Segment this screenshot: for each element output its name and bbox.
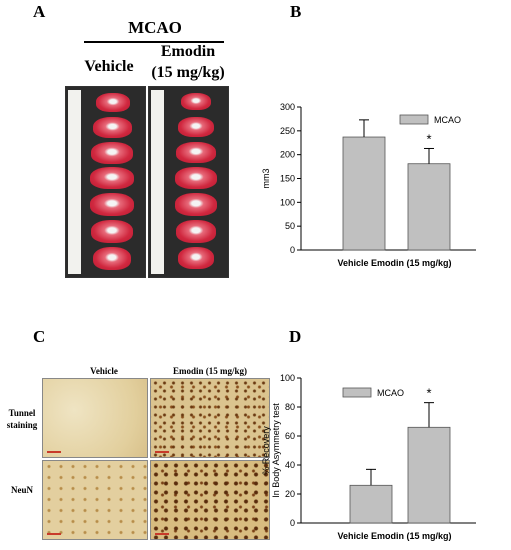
brain-slice: [176, 220, 216, 243]
brain-slice: [91, 142, 133, 164]
y-axis-label: mm3: [261, 169, 271, 189]
bar: [342, 136, 386, 251]
bar: [349, 484, 393, 524]
micro-row-neun-label: NeuN: [11, 485, 33, 495]
micro-col-emodin-label: Emodin (15 mg/kg): [172, 366, 247, 376]
y-axis-label-line2: In Body Asymmetry test: [271, 403, 281, 498]
panel-a-letter: A: [33, 2, 46, 21]
micro-neun-emodin-photo: [150, 460, 270, 540]
micro-col-vehicle-label: Vehicle: [90, 366, 118, 376]
y-tick-label: 100: [280, 373, 295, 383]
micro-row-tunnel-label-line1: Tunnel: [8, 408, 36, 418]
brain-slice: [178, 117, 214, 137]
y-tick-label: 40: [285, 460, 295, 470]
x-category-label: Vehicle Emodin (15 mg/kg): [337, 258, 451, 268]
brain-slice: [178, 247, 214, 269]
vehicle-brain-slices-photo: [65, 86, 146, 278]
mcao-underline: [84, 41, 224, 43]
brain-slice: [90, 167, 134, 189]
significance-star: *: [426, 386, 431, 401]
y-tick-label: 0: [290, 245, 295, 255]
emodin-column-label-line1: Emodin: [160, 43, 216, 60]
legend-swatch: [342, 387, 372, 398]
y-tick-label: 250: [280, 126, 295, 136]
brain-slice: [91, 220, 133, 243]
panel-d-letter: D: [289, 327, 302, 346]
y-tick-label: 150: [280, 174, 295, 184]
y-tick-label: 300: [280, 102, 295, 112]
panel-c-letter: C: [33, 327, 46, 346]
y-axis-label-line1: % Recovery: [261, 426, 271, 475]
brain-slice: [175, 167, 217, 189]
brain-slice: [93, 247, 131, 270]
legend-swatch: [399, 114, 429, 125]
body-asymmetry-chart: 0 20 40 60 80 100 * MCAO Vehicle Emodin (15 mg/k…: [261, 373, 476, 541]
y-tick-label: 20: [285, 489, 295, 499]
vehicle-column-label: Vehicle: [84, 58, 134, 75]
ruler: [151, 90, 164, 274]
brain-slice: [96, 93, 130, 112]
y-tick-label: 80: [285, 402, 295, 412]
x-category-label: Vehicle Emodin (15 mg/kg): [337, 531, 451, 541]
brain-slice: [175, 193, 217, 216]
y-tick-label: 100: [280, 197, 295, 207]
y-tick-label: 200: [280, 150, 295, 160]
micro-row-tunnel-label-line2: staining: [6, 420, 38, 430]
bar: [407, 163, 451, 251]
legend-label: MCAO: [377, 388, 404, 398]
brain-slice: [93, 117, 132, 138]
micro-neun-vehicle-photo: [42, 460, 148, 540]
brain-slice: [181, 93, 211, 110]
micro-tunnel-emodin-photo: [150, 378, 270, 458]
legend-label: MCAO: [434, 115, 461, 125]
significance-star: *: [426, 131, 431, 146]
y-tick-label: 0: [290, 518, 295, 528]
infarct-volume-chart: 0 50 100 150 200 250 300 *MCAO Vehicle Emodin (1…: [261, 102, 476, 268]
bar: [407, 426, 451, 524]
panel-b-letter: B: [290, 2, 302, 21]
ruler: [68, 90, 81, 274]
emodin-column-label-line2: (15 mg/kg): [151, 64, 225, 81]
y-tick-label: 50: [285, 221, 295, 231]
emodin-brain-slices-photo: [148, 86, 229, 278]
y-tick-label: 60: [285, 431, 295, 441]
mcao-header: MCAO: [128, 18, 182, 37]
brain-slice: [176, 142, 216, 163]
micro-tunnel-vehicle-photo: [42, 378, 148, 458]
brain-slice: [90, 193, 134, 216]
